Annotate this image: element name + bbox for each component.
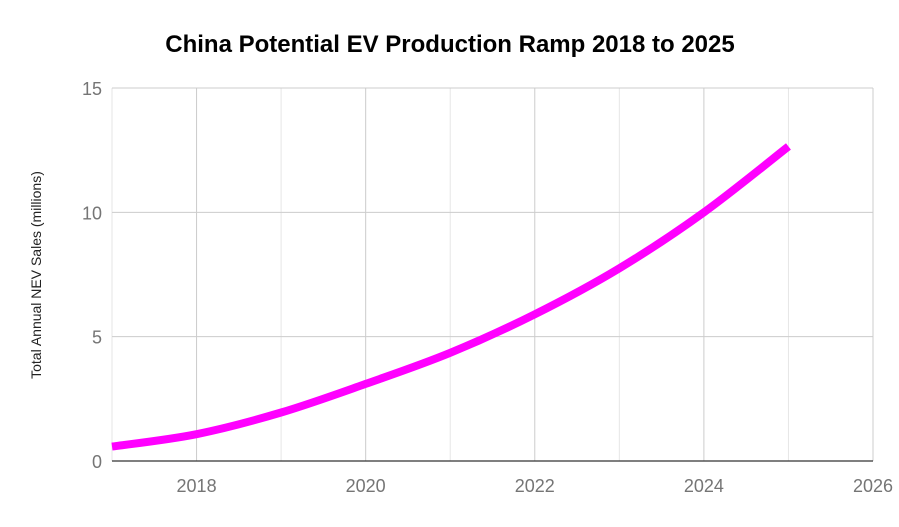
y-tick-label: 15 xyxy=(82,79,102,99)
y-tick-label: 10 xyxy=(82,203,102,223)
x-tick-label: 2024 xyxy=(684,476,724,496)
grid xyxy=(112,88,873,461)
x-tick-label: 2026 xyxy=(853,476,893,496)
y-axis-ticks: 0 5 10 15 xyxy=(82,79,102,472)
x-tick-label: 2020 xyxy=(346,476,386,496)
x-axis-ticks: 2018 2020 2022 2024 2026 xyxy=(177,476,893,496)
chart-title: China Potential EV Production Ramp 2018 … xyxy=(165,31,734,58)
y-tick-label: 0 xyxy=(92,452,102,472)
x-tick-label: 2022 xyxy=(515,476,555,496)
y-tick-label: 5 xyxy=(92,328,102,348)
x-tick-label: 2018 xyxy=(177,476,217,496)
y-axis-label: Total Annual NEV Sales (millions) xyxy=(28,171,44,379)
